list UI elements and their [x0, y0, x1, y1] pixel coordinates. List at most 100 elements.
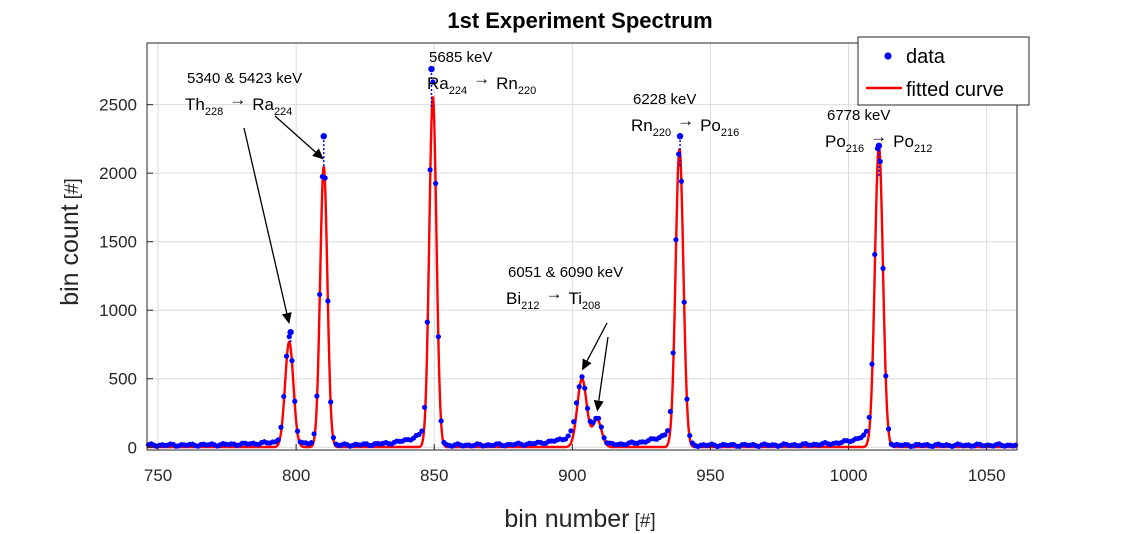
data-point — [667, 408, 673, 415]
annotation-arrowhead — [582, 358, 592, 371]
y-tick-label: 1000 — [99, 301, 137, 320]
annotation-arrow — [586, 322, 608, 362]
data-point — [325, 298, 331, 304]
data-point — [601, 435, 607, 441]
data-point — [424, 319, 430, 325]
data-point — [662, 432, 668, 438]
data-point — [289, 358, 295, 364]
data-point — [872, 251, 878, 258]
data-point — [294, 428, 301, 434]
data-point — [314, 393, 320, 399]
data-point — [433, 180, 439, 187]
data-point — [681, 299, 687, 305]
annotation-decay: Po216→ Po212 — [825, 127, 932, 155]
annotation-energy: 6228 keV — [633, 91, 696, 108]
x-tick-label: 850 — [420, 466, 448, 485]
x-tick-label: 1050 — [968, 466, 1006, 485]
data-point — [861, 432, 867, 438]
x-axis-label: bin number [#] — [504, 505, 655, 533]
x-tick-label: 800 — [282, 466, 310, 485]
data-point — [438, 418, 444, 424]
annotation-energy: 6051 & 6090 keV — [508, 264, 623, 281]
data-point — [579, 374, 585, 380]
data-point — [869, 361, 875, 367]
data-point — [676, 132, 684, 140]
y-axis-ticks: 0 500 1000 1500 2000 2500 — [99, 96, 153, 457]
annotation-decay: Ra224→ Rn220 — [427, 69, 536, 97]
x-tick-label: 950 — [696, 466, 724, 485]
data-point — [311, 431, 317, 437]
data-point — [590, 420, 596, 426]
data-point — [278, 424, 284, 430]
data-series — [145, 65, 1019, 450]
x-tick-label: 900 — [558, 466, 586, 485]
data-point — [568, 428, 574, 434]
x-tick-label: 750 — [144, 466, 172, 485]
data-point — [576, 384, 582, 390]
data-point — [665, 428, 671, 434]
data-point — [880, 265, 886, 271]
annotation-decay: Th228→ Ra224 — [185, 90, 292, 118]
data-point — [322, 175, 328, 181]
annotation-arrow — [598, 336, 609, 401]
data-point — [421, 404, 428, 410]
data-point — [435, 334, 441, 340]
data-point — [419, 428, 425, 434]
annotation-energy: 5685 keV — [429, 49, 492, 66]
annotation-arrowhead — [593, 400, 604, 412]
data-point — [308, 440, 314, 446]
data-point — [430, 79, 436, 85]
y-tick-label: 2500 — [99, 96, 137, 115]
y-tick-label: 2000 — [99, 164, 137, 183]
legend-data-marker — [884, 52, 892, 60]
data-point — [565, 433, 571, 439]
data-point — [684, 396, 690, 402]
annotations: 5340 & 5423 keV Th228→ Ra224 5685 keV Ra224→… — [185, 49, 932, 312]
x-axis-ticks: 750 800 850 900 950 1000 1050 — [144, 444, 1006, 485]
data-point — [687, 432, 693, 439]
data-point — [584, 405, 591, 411]
annotation-energy: 5340 & 5423 keV — [187, 70, 302, 87]
y-tick-label: 1500 — [99, 233, 137, 252]
x-tick-label: 1000 — [830, 466, 868, 485]
data-point — [428, 65, 435, 73]
annotation-energy: 6778 keV — [827, 107, 890, 124]
legend-fit-label: fitted curve — [906, 79, 1004, 101]
data-point — [598, 424, 604, 430]
data-point — [595, 415, 602, 421]
legend-data-label: data — [906, 46, 946, 68]
annotation-decay: Bi212→ Ti208 — [506, 284, 600, 312]
data-point — [582, 385, 588, 391]
data-point — [283, 353, 290, 359]
data-point — [670, 350, 676, 356]
data-point — [328, 399, 334, 405]
data-point — [866, 414, 872, 420]
data-point — [875, 142, 883, 149]
data-point — [571, 419, 577, 425]
data-point — [573, 400, 580, 406]
chart-title: 1st Experiment Spectrum — [447, 8, 712, 33]
data-point — [292, 398, 298, 404]
annotation-arrow — [274, 115, 316, 153]
data-point — [330, 435, 337, 441]
data-point — [673, 237, 679, 243]
annotation-arrow — [243, 127, 288, 314]
y-tick-label: 500 — [109, 370, 137, 389]
y-axis-label: bin count[#] — [56, 178, 84, 306]
annotation-arrowhead — [312, 148, 324, 160]
data-point — [317, 291, 323, 298]
legend-box — [857, 36, 1030, 106]
data-point — [287, 328, 294, 336]
data-point — [885, 426, 892, 432]
plot-frame — [146, 42, 1018, 451]
data-point — [678, 178, 685, 184]
data-point — [275, 437, 281, 443]
annotation-arrowhead — [281, 312, 292, 324]
data-point — [883, 373, 889, 379]
annotation-arrows — [243, 115, 609, 412]
data-point — [320, 132, 327, 140]
data-point — [863, 428, 870, 434]
data-point — [281, 393, 287, 400]
data-point — [427, 167, 433, 173]
